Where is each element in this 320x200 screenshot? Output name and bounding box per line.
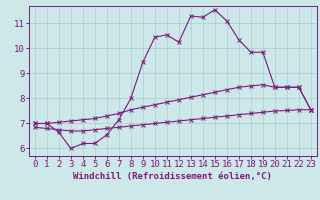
X-axis label: Windchill (Refroidissement éolien,°C): Windchill (Refroidissement éolien,°C)	[73, 172, 272, 181]
